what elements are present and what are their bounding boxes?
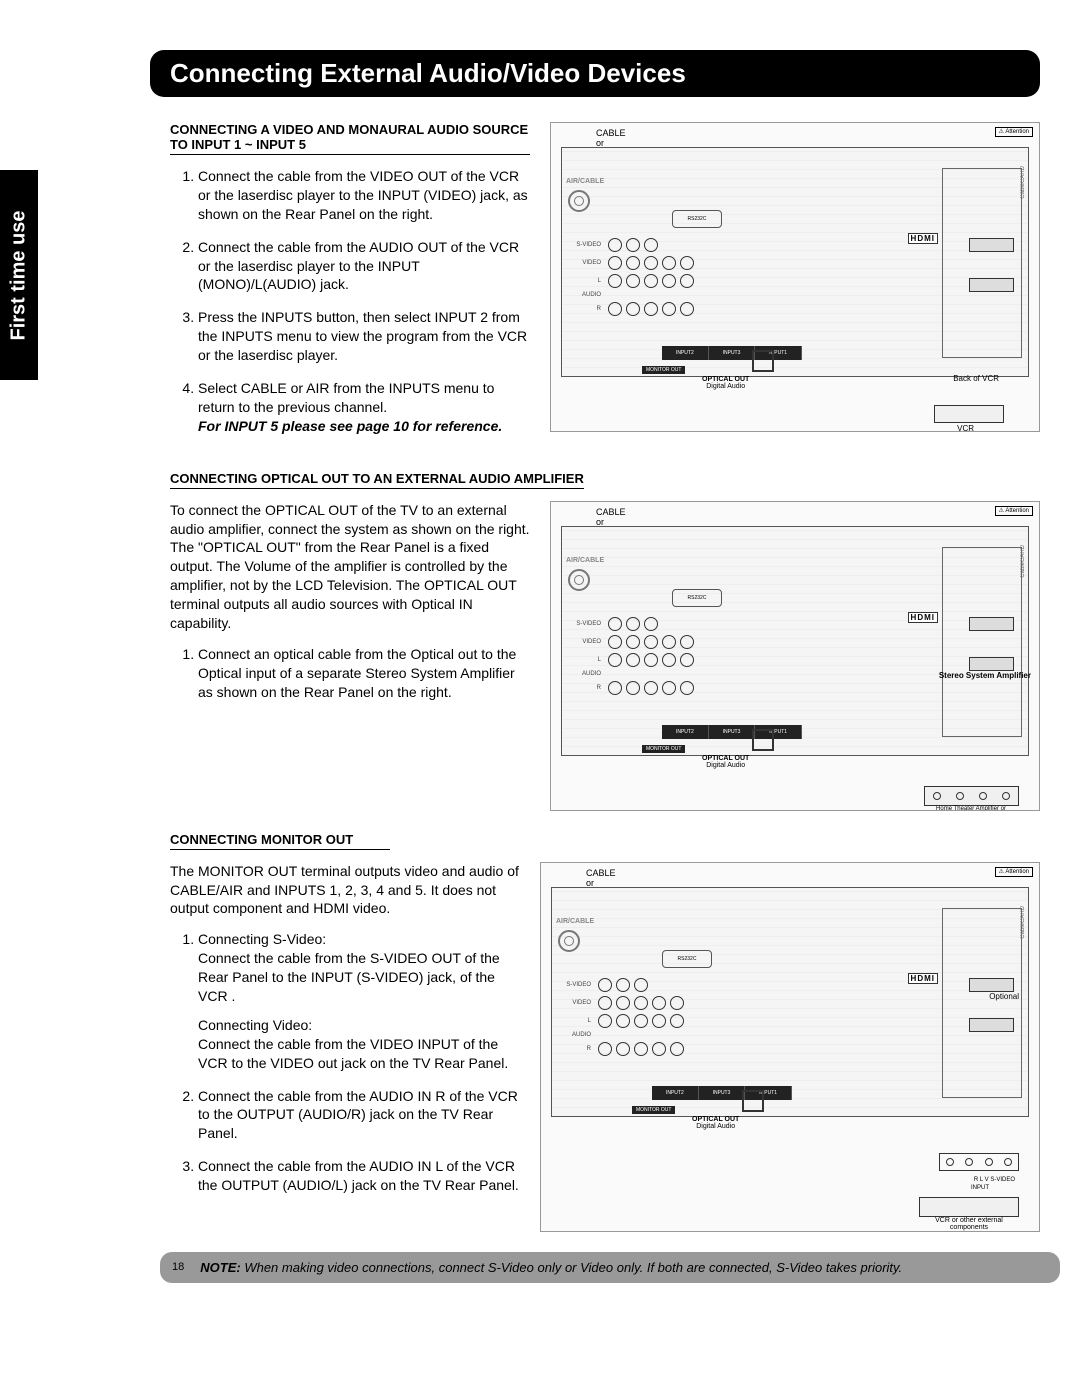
rs232-port: RS232C (672, 210, 722, 228)
note-bar: 18 NOTE: When making video connections, … (160, 1252, 1060, 1283)
diagram-monitor-out: CABLE or Air signal ⚠ Attention AIR/CABL… (540, 862, 1040, 1232)
section3-list: Connecting S-Video: Connect the cable fr… (170, 930, 520, 1195)
optical-box (752, 729, 774, 751)
input-label: INPUT (971, 1185, 989, 1191)
attention-box: ⚠ Attention (995, 867, 1033, 877)
section1-list: Connect the cable from the VIDEO OUT of … (170, 167, 530, 436)
page-title: Connecting External Audio/Video Devices (170, 58, 686, 88)
diagram-vcr-connection: CABLE or Air signal ⚠ Attention AIR/CABL… (550, 122, 1040, 432)
inputs-strip: INPUT2INPUT3INPUT1 (652, 1086, 792, 1100)
page-number: 18 (172, 1261, 190, 1273)
section2-list: Connect an optical cable from the Optica… (170, 645, 530, 702)
section2-intro: To connect the OPTICAL OUT of the TV to … (170, 501, 530, 633)
hdmi-logo: HDMI (908, 973, 938, 984)
rear-panel: AIR/CABLE RS232C HDMI CableCARD S-VIDEO … (561, 147, 1029, 377)
section3-item: Connect the cable from the AUDIO IN L of… (198, 1157, 520, 1195)
inputs-strip: INPUT2INPUT3INPUT1 (662, 346, 802, 360)
coax-jack (568, 190, 590, 212)
jack-grid: S-VIDEO VIDEO L AUDIO R (562, 978, 712, 1098)
optical-out-label: OPTICAL OUTDigital Audio (702, 376, 749, 390)
section3-intro: The MONITOR OUT terminal outputs video a… (170, 862, 520, 919)
rear-panel: AIR/CABLE RS232C HDMI CableCARD S-VIDEO … (551, 887, 1029, 1117)
monitor-out-label: MONITOR OUT (642, 366, 685, 374)
rs232-port: RS232C (662, 950, 712, 968)
home-theater-label: Home Theater Amplifier or DVD Player (931, 806, 1011, 811)
optical-box (752, 350, 774, 372)
rear-panel: AIR/CABLE RS232C HDMI CableCARD S-VIDEO … (561, 526, 1029, 756)
vcr-ext-label: VCR or other external components (917, 1217, 1021, 1231)
right-panel-block (942, 547, 1022, 737)
input-jacks-box (939, 1153, 1019, 1171)
section3-item: Connect the cable from the AUDIO IN R of… (198, 1087, 520, 1144)
jack-grid: S-VIDEO VIDEO L AUDIO R (572, 238, 722, 358)
inputs-strip: INPUT2INPUT3INPUT1 (662, 725, 802, 739)
hdmi-port-1 (969, 238, 1014, 252)
section1-item: Press the INPUTS button, then select INP… (198, 308, 530, 365)
monitor-out-label: MONITOR OUT (642, 745, 685, 753)
attention-box: ⚠ Attention (995, 127, 1033, 137)
optical-out-label: OPTICAL OUTDigital Audio (692, 1116, 739, 1130)
hdmi-logo: HDMI (908, 233, 938, 244)
right-panel-block (942, 908, 1022, 1098)
aircable-label: AIR/CABLE (556, 918, 594, 925)
section1-item: Connect the cable from the VIDEO OUT of … (198, 167, 530, 224)
optical-box (742, 1090, 764, 1112)
section1-heading: CONNECTING A VIDEO AND MONAURAL AUDIO SO… (170, 122, 530, 155)
attention-box: ⚠ Attention (995, 506, 1033, 516)
aircable-label: AIR/CABLE (566, 557, 604, 564)
rs232-port: RS232C (672, 589, 722, 607)
monitor-out-label: MONITOR OUT (632, 1106, 675, 1114)
side-tab-label: First time use (8, 210, 31, 340)
right-panel-block (942, 168, 1022, 358)
hdmi-port-2 (969, 657, 1014, 671)
amplifier-device (924, 786, 1019, 806)
vcr-device (934, 405, 1004, 423)
section3-item: Connecting S-Video: Connect the cable fr… (198, 930, 520, 1072)
section3-heading: CONNECTING MONITOR OUT (170, 832, 390, 850)
input-rlv-label: R L V S-VIDEO (974, 1177, 1015, 1183)
section2-item: Connect an optical cable from the Optica… (198, 645, 530, 702)
jack-grid: S-VIDEO VIDEO L AUDIO R (572, 617, 722, 737)
stereo-amp-label: Stereo System Amplifier (939, 672, 1031, 680)
optical-out-label: OPTICAL OUTDigital Audio (702, 755, 749, 769)
page-title-bar: Connecting External Audio/Video Devices (150, 50, 1040, 97)
aircable-label: AIR/CABLE (566, 178, 604, 185)
hdmi-port-2 (969, 1018, 1014, 1032)
hdmi-port-2 (969, 278, 1014, 292)
coax-jack (558, 930, 580, 952)
note-text: When making video connections, connect S… (244, 1260, 902, 1275)
section2-heading: CONNECTING OPTICAL OUT TO AN EXTERNAL AU… (170, 471, 584, 489)
vcr-label: VCR (957, 425, 974, 432)
diagram-optical-connection: CABLE or Air signal ⚠ Attention AIR/CABL… (550, 501, 1040, 811)
side-tab-first-time-use: First time use (0, 170, 38, 380)
coax-jack (568, 569, 590, 591)
back-of-vcr-label: Back of VCR (953, 375, 999, 383)
optional-label: Optional (989, 993, 1019, 1001)
section1-item: Connect the cable from the AUDIO OUT of … (198, 238, 530, 295)
note-label: NOTE: (200, 1260, 240, 1275)
section1-footnote: For INPUT 5 please see page 10 for refer… (198, 418, 502, 434)
section1-item: Select CABLE or AIR from the INPUTS menu… (198, 379, 530, 436)
hdmi-port-1 (969, 617, 1014, 631)
vcr-ext-device (919, 1197, 1019, 1217)
hdmi-logo: HDMI (908, 612, 938, 623)
hdmi-port-1 (969, 978, 1014, 992)
